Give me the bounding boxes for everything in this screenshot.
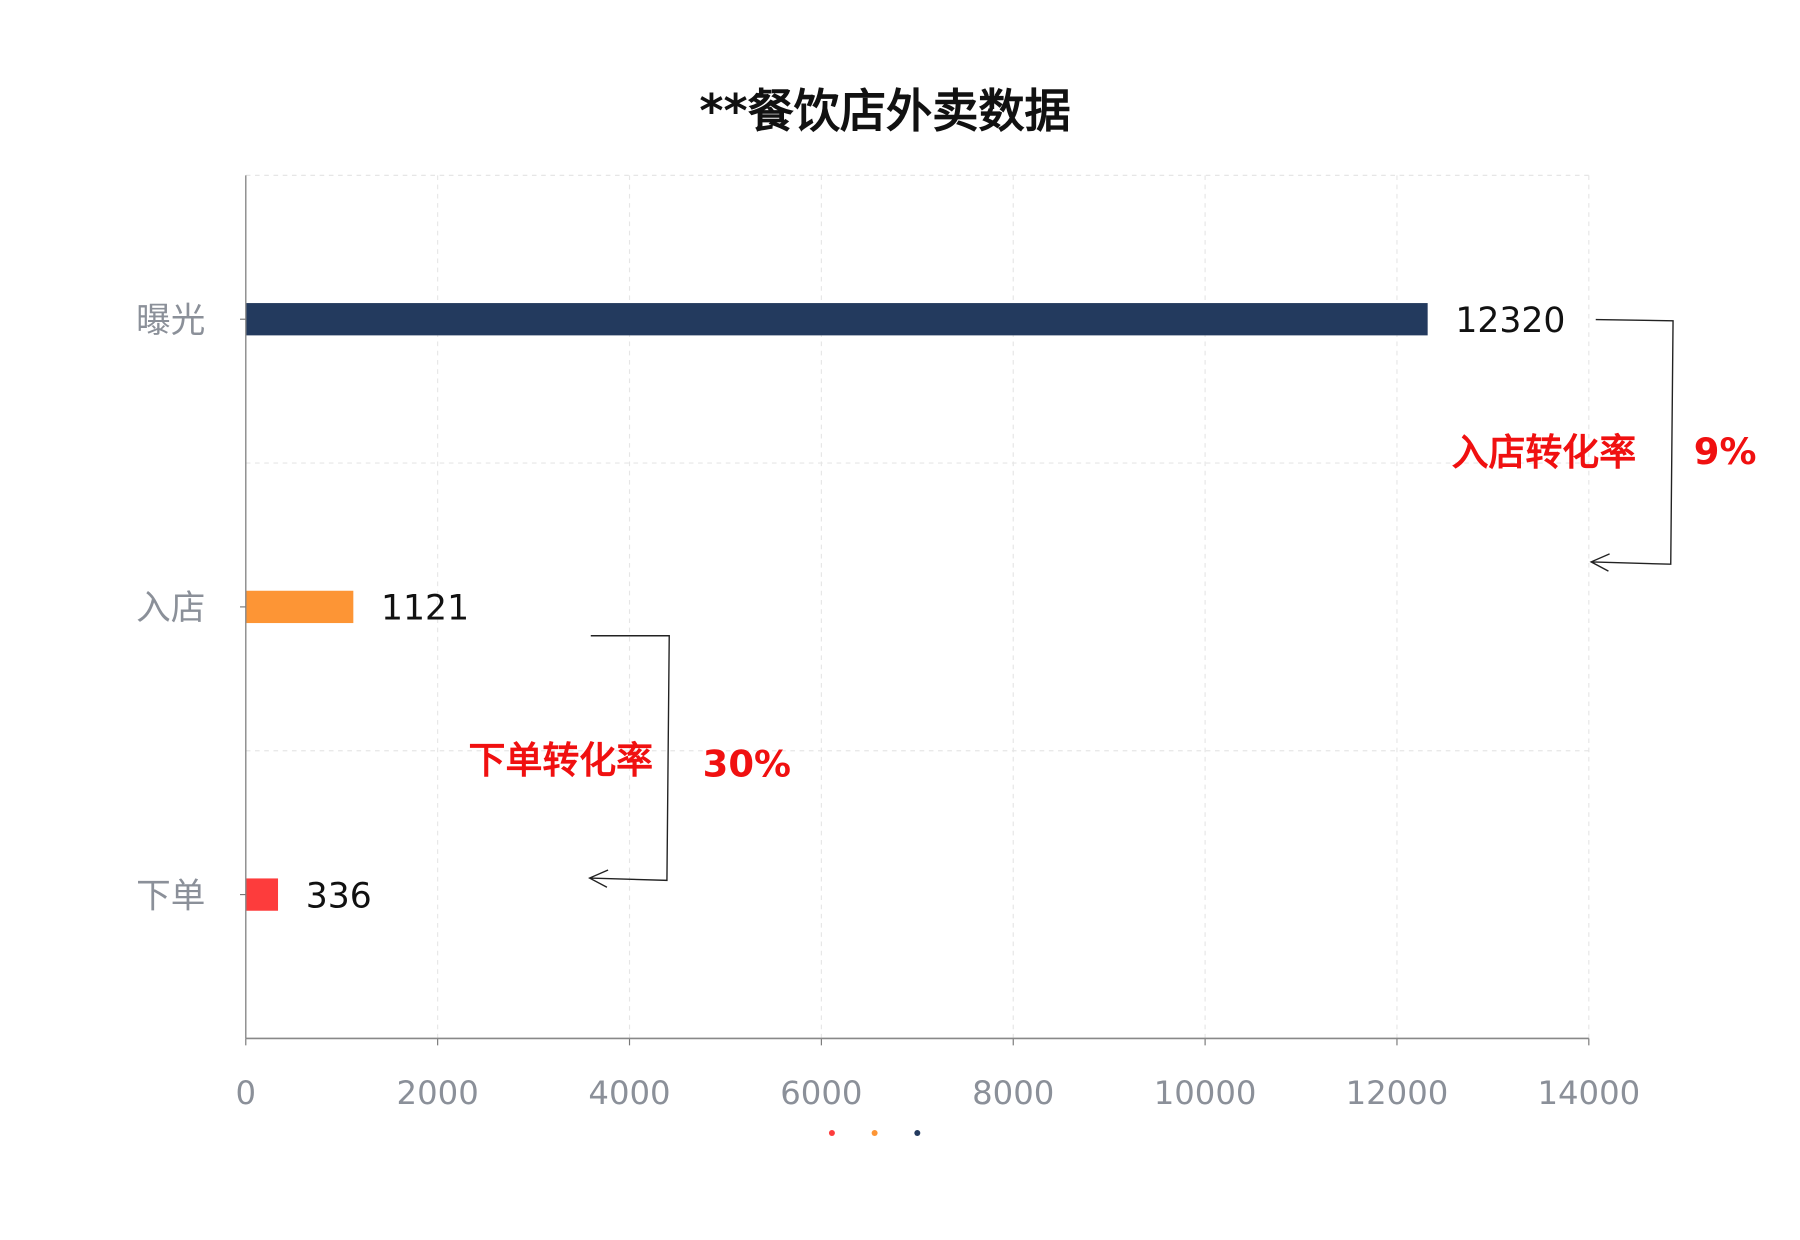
y-tick-label: 入店 (136, 589, 205, 629)
annotation-order-conversion: 下单转化率 30% (469, 635, 791, 888)
chart-title: **餐饮店外卖数据 (699, 84, 1070, 138)
legend-marker (871, 1130, 878, 1137)
bar (245, 878, 279, 911)
legend (828, 1130, 921, 1137)
data-label: 12320 (1455, 301, 1565, 341)
x-tick-label: 6000 (780, 1074, 862, 1112)
bar (245, 590, 354, 624)
annotation-label: 入店转化率 (1452, 431, 1637, 474)
bracket-arrow (1589, 318, 1674, 572)
data-label: 336 (306, 876, 372, 916)
annotation-value: 9% (1694, 430, 1757, 473)
bar (245, 303, 1428, 336)
bracket-arrow (588, 635, 670, 888)
bars: 12320 1121 336 (245, 301, 1565, 916)
x-tick-label: 2000 (397, 1074, 479, 1112)
annotation-label: 下单转化率 (469, 739, 654, 782)
x-tick-label: 8000 (972, 1074, 1054, 1112)
x-tick-label: 0 (236, 1074, 257, 1112)
legend-marker (914, 1130, 921, 1137)
x-tick-label: 14000 (1537, 1074, 1640, 1112)
data-label: 1121 (381, 589, 469, 629)
x-tick-label: 4000 (588, 1074, 670, 1112)
annotation-value: 30% (703, 743, 791, 786)
x-tick-label: 12000 (1346, 1074, 1449, 1112)
annotation-store-conversion: 入店转化率 9% (1452, 318, 1757, 572)
grid (245, 174, 1590, 1039)
legend-marker (828, 1130, 835, 1137)
x-tick-label: 10000 (1154, 1074, 1257, 1112)
y-tick-label: 下单 (136, 876, 205, 916)
y-tick-label: 曝光 (136, 301, 205, 341)
